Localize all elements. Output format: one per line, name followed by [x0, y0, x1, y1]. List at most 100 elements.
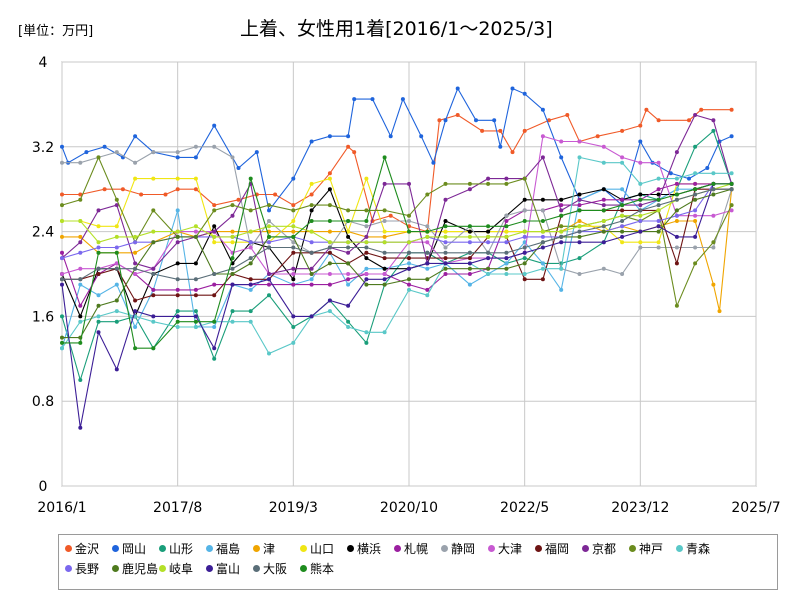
data-point — [364, 266, 369, 271]
data-point — [492, 118, 497, 123]
data-point — [443, 266, 448, 271]
data-point — [364, 340, 369, 345]
data-point — [193, 314, 198, 319]
data-point — [522, 245, 527, 250]
data-point — [559, 240, 564, 245]
data-point — [510, 86, 515, 91]
data-point — [248, 287, 253, 292]
data-point — [248, 240, 253, 245]
data-point — [644, 107, 649, 112]
x-tick-label: 2022/5 — [500, 500, 549, 516]
data-point — [327, 171, 332, 176]
data-point — [364, 208, 369, 213]
data-point — [346, 134, 351, 139]
data-point — [467, 224, 472, 229]
data-point — [193, 293, 198, 298]
data-point — [601, 240, 606, 245]
x-tick-label: 2016/1 — [37, 500, 86, 516]
data-point — [577, 234, 582, 239]
series-line — [61, 183, 732, 318]
data-point — [151, 150, 156, 155]
data-point — [133, 134, 138, 139]
data-point — [364, 282, 369, 287]
data-point — [96, 245, 101, 250]
data-point — [407, 261, 411, 266]
data-point — [443, 256, 448, 261]
data-point — [175, 314, 180, 319]
series-line — [62, 188, 732, 280]
data-point — [139, 192, 144, 197]
data-point — [327, 309, 332, 314]
data-point — [504, 176, 509, 181]
data-point — [656, 192, 661, 197]
data-point — [60, 256, 64, 261]
data-point — [230, 319, 235, 324]
data-point — [443, 250, 448, 255]
series-line — [61, 183, 732, 428]
data-point — [425, 266, 430, 271]
data-point — [78, 250, 83, 255]
data-point — [291, 240, 296, 245]
data-point — [522, 256, 527, 261]
data-point — [133, 266, 138, 271]
data-point — [212, 234, 217, 239]
data-point — [309, 139, 314, 144]
data-point — [327, 229, 332, 234]
data-point — [693, 208, 698, 213]
data-point — [309, 219, 314, 223]
data-point — [382, 208, 387, 213]
data-point — [504, 213, 509, 218]
series-layer — [60, 86, 734, 430]
data-point — [620, 234, 625, 239]
data-point — [656, 219, 661, 223]
data-point — [78, 266, 83, 271]
data-point — [711, 282, 716, 287]
data-point — [346, 208, 351, 213]
data-point — [78, 303, 83, 308]
data-point — [193, 176, 198, 181]
data-point — [133, 298, 138, 303]
legend-label: 札幌 — [404, 542, 429, 556]
data-point — [114, 266, 119, 271]
data-point — [248, 245, 253, 250]
data-point — [656, 176, 661, 181]
data-point — [133, 160, 138, 165]
data-point — [559, 139, 564, 144]
data-point — [346, 245, 351, 250]
data-point — [96, 314, 101, 319]
data-point — [120, 187, 125, 192]
data-point — [327, 240, 332, 245]
data-point — [400, 97, 405, 102]
data-point — [486, 234, 491, 239]
data-point — [291, 340, 296, 345]
data-point — [388, 213, 393, 218]
legend-item: 津 — [253, 541, 275, 557]
data-point — [175, 155, 180, 160]
data-point — [230, 240, 235, 245]
series-19 — [60, 155, 734, 351]
data-point — [467, 256, 472, 261]
data-point — [407, 256, 411, 261]
data-point — [114, 261, 119, 266]
data-point — [78, 378, 83, 382]
data-point — [693, 187, 698, 192]
data-point — [540, 266, 545, 271]
data-point — [346, 319, 351, 324]
data-point — [248, 261, 253, 266]
legend-item: 岐阜 — [159, 561, 193, 577]
legend-item: 福岡 — [535, 541, 569, 557]
data-point — [674, 261, 679, 266]
data-point — [151, 176, 156, 181]
data-point — [230, 213, 235, 218]
data-point — [443, 118, 448, 123]
data-point — [193, 325, 198, 329]
legend-item: 横浜 — [347, 541, 381, 557]
data-point — [559, 266, 564, 271]
data-point — [78, 340, 83, 345]
legend-item: 札幌 — [394, 541, 428, 557]
legend-swatch — [629, 545, 636, 552]
data-point — [467, 234, 472, 239]
data-point — [498, 128, 503, 133]
data-point — [425, 293, 430, 298]
data-point — [364, 277, 369, 282]
